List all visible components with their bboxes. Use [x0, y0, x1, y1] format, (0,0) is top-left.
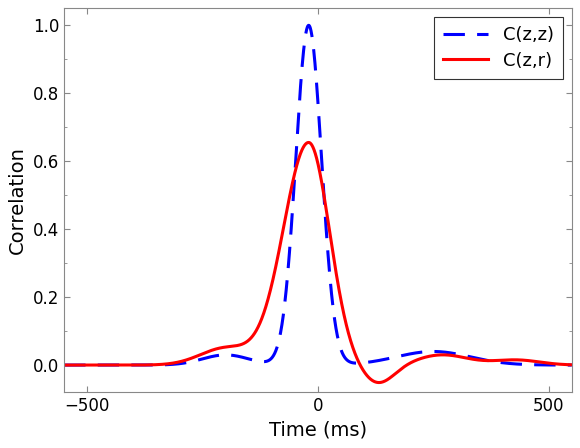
C(z,z) — [148, 362, 155, 368]
C(z,r) — [255, 323, 262, 328]
C(z,z) — [61, 362, 68, 368]
C(z,z) — [568, 362, 575, 368]
Line: C(z,r): C(z,r) — [64, 142, 572, 383]
C(z,r) — [277, 239, 284, 245]
C(z,z) — [305, 23, 312, 28]
Legend: C(z,z), C(z,r): C(z,z), C(z,r) — [434, 17, 563, 79]
C(z,r) — [305, 140, 312, 145]
C(z,r) — [375, 380, 382, 385]
C(z,z) — [559, 362, 566, 368]
C(z,z) — [255, 358, 262, 364]
X-axis label: Time (ms): Time (ms) — [269, 421, 367, 439]
C(z,r) — [148, 362, 155, 367]
C(z,r) — [568, 362, 575, 367]
C(z,z) — [277, 329, 284, 334]
C(z,r) — [559, 362, 566, 367]
Y-axis label: Correlation: Correlation — [8, 146, 27, 254]
C(z,z) — [503, 361, 510, 366]
C(z,z) — [118, 362, 125, 368]
C(z,r) — [118, 362, 125, 368]
C(z,r) — [61, 362, 68, 368]
C(z,r) — [504, 357, 511, 362]
Line: C(z,z): C(z,z) — [64, 26, 572, 365]
